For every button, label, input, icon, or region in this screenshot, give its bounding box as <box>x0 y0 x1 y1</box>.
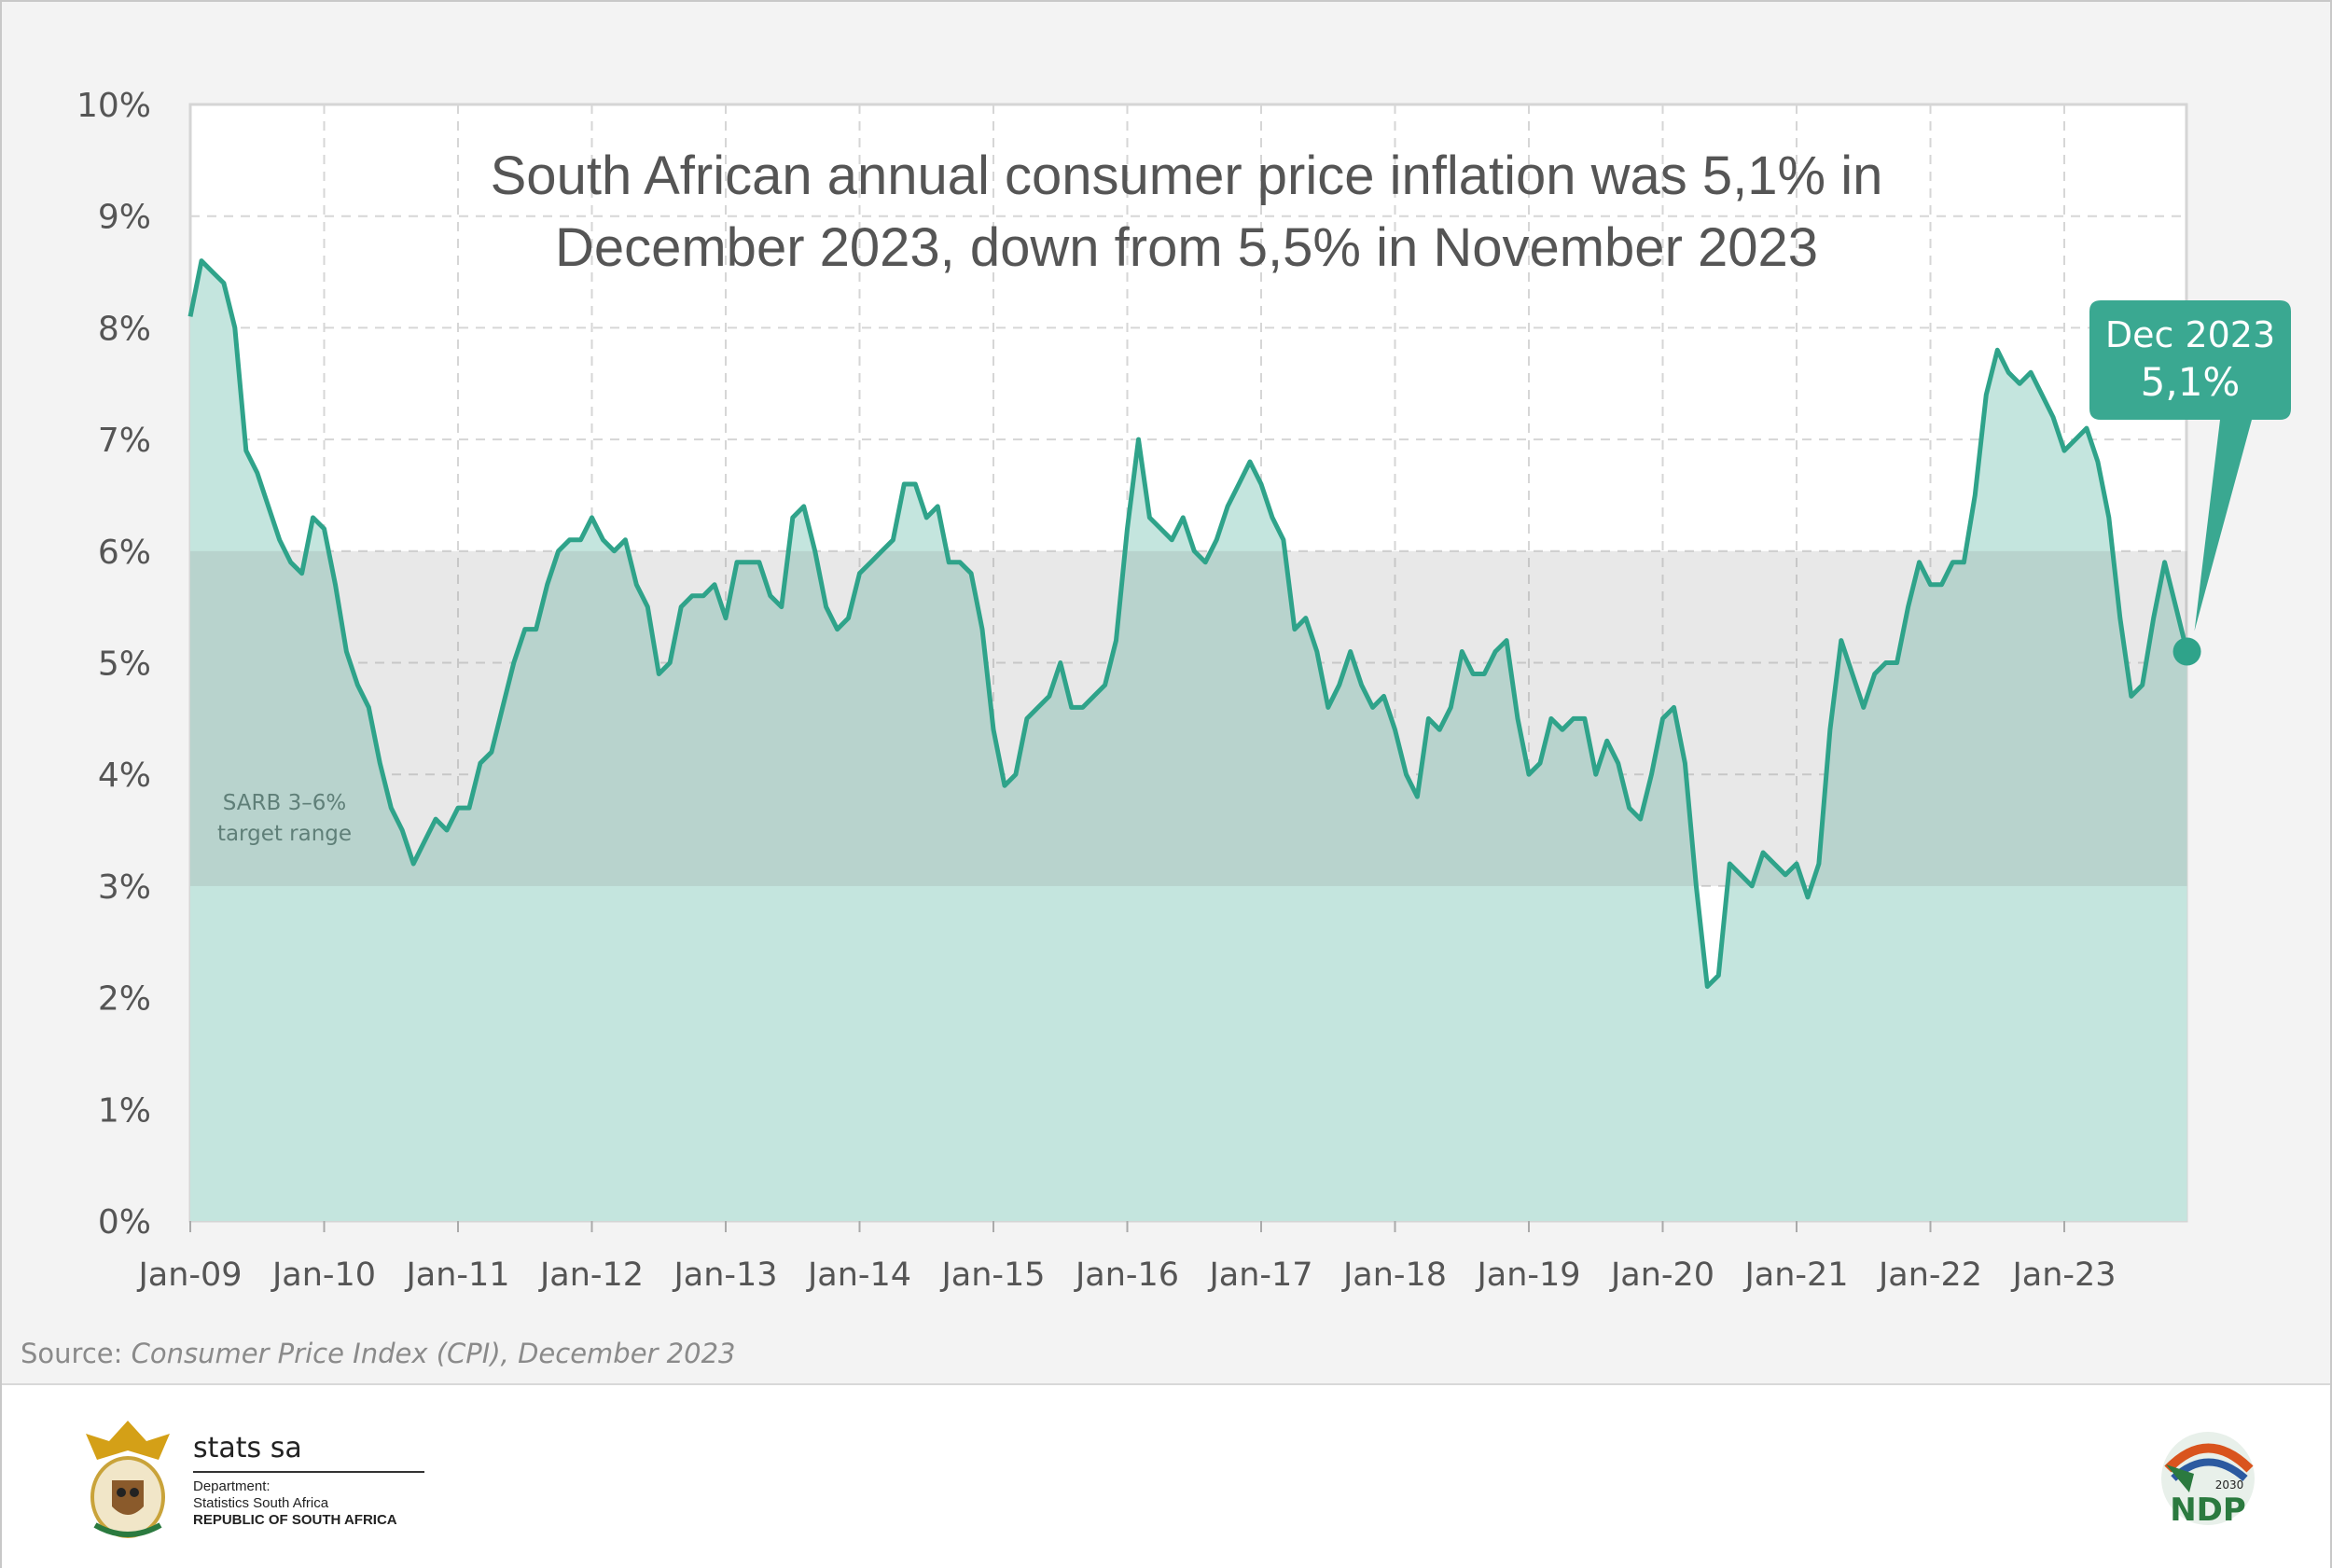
y-tick-label: 5% <box>98 645 151 684</box>
chart-title-line1: South African annual consumer price infl… <box>491 146 1883 206</box>
y-tick-label: 6% <box>98 534 151 572</box>
x-tick-label: Jan-11 <box>404 1256 509 1294</box>
inflation-area <box>190 260 2187 1222</box>
band-label-line1: SARB 3–6% <box>223 791 346 815</box>
y-tick-label: 8% <box>98 310 151 348</box>
x-tick-label: Jan-15 <box>939 1256 1045 1294</box>
y-tick-label: 2% <box>98 980 151 1019</box>
inflation-line <box>187 258 2189 990</box>
department-block: Department: Statistics South Africa REPU… <box>193 1478 397 1529</box>
x-tick-label: Jan-09 <box>136 1256 242 1294</box>
x-tick-label: Jan-16 <box>1074 1256 1179 1294</box>
source-text: Consumer Price Index (CPI), December 202… <box>131 1338 736 1369</box>
x-tick-label: Jan-18 <box>1341 1256 1447 1294</box>
ndp-2030-logo: NDP 2030 <box>2161 1432 2255 1529</box>
target-band <box>190 550 2187 886</box>
coat-of-arms-icon <box>86 1421 170 1538</box>
y-tick-label: 4% <box>98 756 151 795</box>
x-tick-label: Jan-23 <box>2010 1256 2116 1294</box>
stats-sa-logo-text: stats sa <box>193 1432 302 1464</box>
end-point-marker <box>2172 637 2201 666</box>
y-tick-label: 10% <box>76 87 151 125</box>
svg-text:NDP: NDP <box>2170 1492 2246 1529</box>
footer: stats sa Department: Statistics South Af… <box>2 1383 2330 1568</box>
callout-value: 5,1% <box>2141 359 2241 405</box>
x-tick-label: Jan-19 <box>1475 1256 1580 1294</box>
source-prefix: Source: <box>21 1338 132 1369</box>
divider <box>193 1471 424 1473</box>
dept-label: Department: <box>193 1478 271 1494</box>
y-tick-label: 3% <box>98 868 151 907</box>
callout: Dec 2023 5,1% <box>2089 300 2291 666</box>
callout-bubble <box>2089 300 2291 631</box>
y-tick-label: 7% <box>98 422 151 460</box>
y-tick-label: 0% <box>98 1203 151 1242</box>
x-tick-label: Jan-14 <box>806 1256 911 1294</box>
y-tick-label: 1% <box>98 1091 151 1130</box>
svg-text:2030: 2030 <box>2215 1478 2244 1492</box>
x-tick-label: Jan-10 <box>271 1256 376 1294</box>
x-tick-label: Jan-21 <box>1742 1256 1848 1294</box>
country-name: REPUBLIC OF SOUTH AFRICA <box>193 1512 397 1528</box>
x-tick-label: Jan-13 <box>672 1256 777 1294</box>
band-label-line2: target range <box>217 822 352 846</box>
y-axis: 0% 1% 2% 3% 4% 5% 6% 7% 8% 9% 10% <box>76 87 151 1242</box>
source-note: Source: Consumer Price Index (CPI), Dece… <box>21 1338 735 1369</box>
dept-name: Statistics South Africa <box>193 1495 329 1511</box>
chart-title-line2: December 2023, down from 5,5% in Novembe… <box>555 217 1818 278</box>
x-tick-label: Jan-22 <box>1877 1256 1982 1294</box>
y-tick-label: 9% <box>98 199 151 237</box>
x-axis: Jan-09 Jan-10 Jan-11 Jan-12 Jan-13 Jan-14 Jan-… <box>136 1221 2117 1294</box>
x-tick-label: Jan-20 <box>1609 1256 1714 1294</box>
x-tick-label: Jan-17 <box>1207 1256 1312 1294</box>
x-tick-label: Jan-12 <box>538 1256 644 1294</box>
callout-date: Dec 2023 <box>2105 314 2275 355</box>
